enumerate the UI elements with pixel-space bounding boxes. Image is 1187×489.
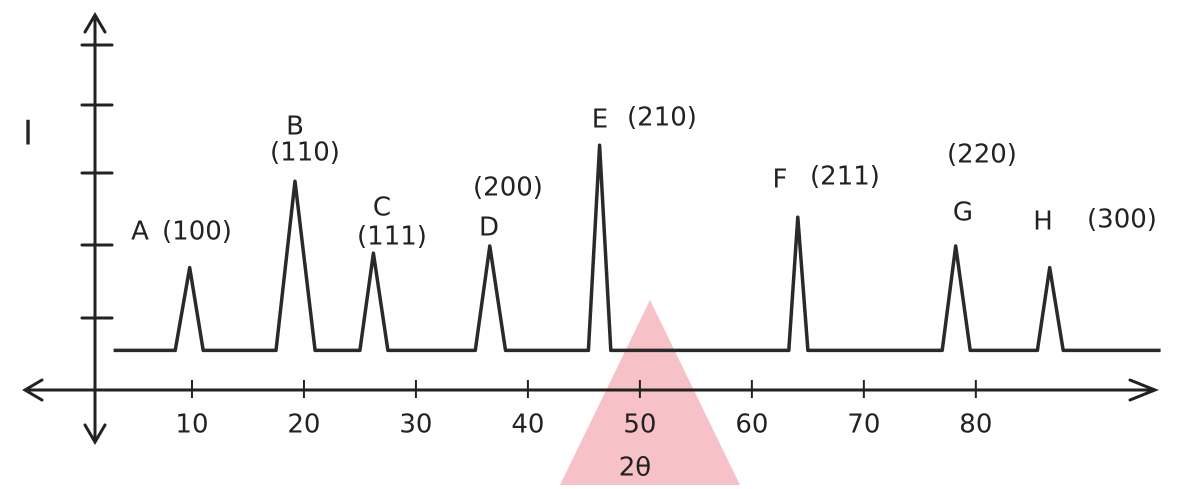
peak-hkl: (100) (162, 217, 232, 247)
peak-hkl: (300) (1087, 205, 1157, 235)
x-tick-label: 40 (511, 410, 544, 440)
x-tick-label: 20 (287, 410, 320, 440)
y-axis (83, 12, 107, 445)
peak-letter: F (773, 165, 788, 195)
peak-letter: E (592, 105, 608, 135)
y-tick-marks (80, 43, 114, 320)
watermark (560, 300, 740, 485)
x-axis-label: 2θ (619, 453, 651, 483)
peak-hkl: (210) (627, 103, 697, 133)
x-tick-label: 50 (623, 410, 656, 440)
x-tick-label: 10 (175, 410, 208, 440)
x-tick-label: 60 (735, 410, 768, 440)
x-tick-label: 30 (399, 410, 432, 440)
peak-letter: C (373, 193, 391, 223)
xrd-curve (113, 143, 1161, 353)
peak-hkl: (211) (810, 162, 880, 192)
peak-letter: D (479, 213, 499, 243)
x-tick-label: 70 (847, 410, 880, 440)
peak-letter: B (286, 112, 304, 142)
peak-hkl: (200) (473, 173, 543, 203)
x-tick-label: 80 (959, 410, 992, 440)
peak-letter: A (131, 217, 149, 247)
peak-hkl: (220) (947, 140, 1017, 170)
peak-letter: G (953, 198, 973, 228)
peak-hkl: (111) (357, 222, 427, 252)
y-axis-label: I (23, 114, 33, 154)
peak-letter: H (1033, 207, 1053, 237)
x-axis (22, 378, 1160, 402)
peak-hkl: (110) (270, 138, 340, 168)
